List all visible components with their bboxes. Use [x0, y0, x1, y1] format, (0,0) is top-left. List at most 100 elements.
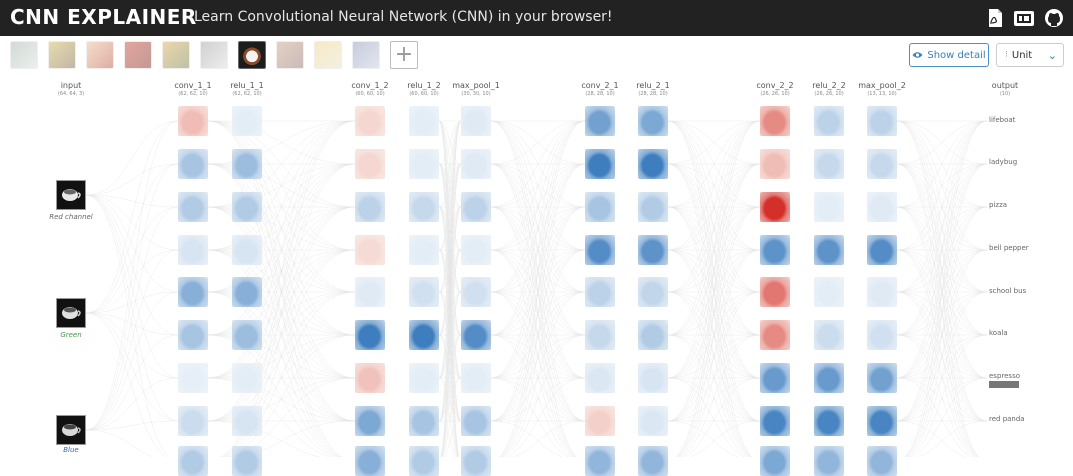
neuron-node[interactable] — [814, 235, 844, 265]
neuron-node[interactable] — [409, 277, 439, 307]
neuron-node[interactable] — [814, 277, 844, 307]
neuron-node[interactable] — [585, 235, 615, 265]
neuron-node[interactable] — [355, 406, 385, 436]
video-icon[interactable] — [1013, 8, 1035, 28]
neuron-node[interactable] — [760, 446, 790, 476]
neuron-node[interactable] — [178, 363, 208, 393]
neuron-node[interactable] — [461, 406, 491, 436]
neuron-node[interactable] — [232, 406, 262, 436]
neuron-node[interactable] — [867, 363, 897, 393]
show-detail-button[interactable]: Show detail — [909, 43, 989, 67]
neuron-node[interactable] — [585, 363, 615, 393]
output-class-label[interactable]: ladybug — [989, 158, 1018, 166]
output-class-label[interactable]: school bus — [989, 287, 1027, 295]
neuron-node[interactable] — [178, 149, 208, 179]
neuron-node[interactable] — [814, 363, 844, 393]
neuron-node[interactable] — [409, 192, 439, 222]
neuron-node[interactable] — [638, 149, 668, 179]
neuron-node[interactable] — [355, 149, 385, 179]
neuron-node[interactable] — [461, 149, 491, 179]
thumbnail-image[interactable] — [276, 41, 304, 69]
neuron-node[interactable] — [760, 192, 790, 222]
neuron-node[interactable] — [461, 235, 491, 265]
neuron-node[interactable] — [409, 149, 439, 179]
neuron-node[interactable] — [355, 446, 385, 476]
neuron-node[interactable] — [178, 446, 208, 476]
thumbnail-espresso-selected[interactable] — [238, 41, 266, 69]
neuron-node[interactable] — [355, 277, 385, 307]
neuron-node[interactable] — [178, 106, 208, 136]
neuron-node[interactable] — [585, 446, 615, 476]
neuron-node[interactable] — [867, 320, 897, 350]
neuron-node[interactable] — [232, 192, 262, 222]
neuron-node[interactable] — [638, 192, 668, 222]
brand-logo[interactable]: CNN EXPLAINER — [10, 5, 197, 29]
neuron-node[interactable] — [638, 106, 668, 136]
neuron-node[interactable] — [355, 363, 385, 393]
neuron-node[interactable] — [814, 320, 844, 350]
neuron-node[interactable] — [409, 106, 439, 136]
neuron-node[interactable] — [355, 106, 385, 136]
neuron-node[interactable] — [355, 235, 385, 265]
github-icon[interactable] — [1043, 8, 1065, 28]
neuron-node[interactable] — [232, 235, 262, 265]
neuron-node[interactable] — [760, 320, 790, 350]
neuron-node[interactable] — [461, 192, 491, 222]
neuron-node[interactable] — [638, 363, 668, 393]
neuron-node[interactable] — [760, 235, 790, 265]
neuron-node[interactable] — [638, 406, 668, 436]
neuron-node[interactable] — [355, 320, 385, 350]
input-node-green[interactable] — [56, 298, 86, 328]
neuron-node[interactable] — [355, 192, 385, 222]
neuron-node[interactable] — [760, 149, 790, 179]
neuron-node[interactable] — [760, 406, 790, 436]
neuron-node[interactable] — [814, 406, 844, 436]
thumbnail-image[interactable] — [86, 41, 114, 69]
thumbnail-image[interactable] — [200, 41, 228, 69]
neuron-node[interactable] — [585, 277, 615, 307]
neuron-node[interactable] — [232, 446, 262, 476]
output-class-label[interactable]: red panda — [989, 415, 1025, 423]
neuron-node[interactable] — [867, 406, 897, 436]
neuron-node[interactable] — [867, 446, 897, 476]
neuron-node[interactable] — [760, 363, 790, 393]
output-class-label[interactable]: pizza — [989, 201, 1008, 209]
input-node-red[interactable] — [56, 180, 86, 210]
neuron-node[interactable] — [178, 192, 208, 222]
neuron-node[interactable] — [461, 446, 491, 476]
neuron-node[interactable] — [178, 406, 208, 436]
neuron-node[interactable] — [867, 277, 897, 307]
neuron-node[interactable] — [409, 363, 439, 393]
neuron-node[interactable] — [867, 149, 897, 179]
neuron-node[interactable] — [178, 235, 208, 265]
neuron-node[interactable] — [585, 192, 615, 222]
neuron-node[interactable] — [760, 277, 790, 307]
neuron-node[interactable] — [232, 149, 262, 179]
neuron-node[interactable] — [867, 106, 897, 136]
neuron-node[interactable] — [409, 235, 439, 265]
neuron-node[interactable] — [232, 363, 262, 393]
neuron-node[interactable] — [638, 320, 668, 350]
neuron-node[interactable] — [178, 277, 208, 307]
neuron-node[interactable] — [232, 277, 262, 307]
neuron-node[interactable] — [585, 106, 615, 136]
neuron-node[interactable] — [814, 149, 844, 179]
neuron-node[interactable] — [638, 235, 668, 265]
thumbnail-image[interactable] — [314, 41, 342, 69]
thumbnail-image[interactable] — [124, 41, 152, 69]
thumbnail-image[interactable] — [48, 41, 76, 69]
neuron-node[interactable] — [867, 192, 897, 222]
neuron-node[interactable] — [409, 406, 439, 436]
unit-select[interactable]: ⁝ Unit ⌄ — [996, 43, 1064, 67]
neuron-node[interactable] — [585, 406, 615, 436]
neuron-node[interactable] — [409, 446, 439, 476]
thumbnail-image[interactable] — [162, 41, 190, 69]
neuron-node[interactable] — [638, 277, 668, 307]
output-class-label[interactable]: lifeboat — [989, 116, 1016, 124]
neuron-node[interactable] — [461, 320, 491, 350]
neuron-node[interactable] — [461, 277, 491, 307]
output-class-label[interactable]: espresso — [989, 372, 1021, 380]
neuron-node[interactable] — [178, 320, 208, 350]
neuron-node[interactable] — [814, 106, 844, 136]
neuron-node[interactable] — [461, 363, 491, 393]
